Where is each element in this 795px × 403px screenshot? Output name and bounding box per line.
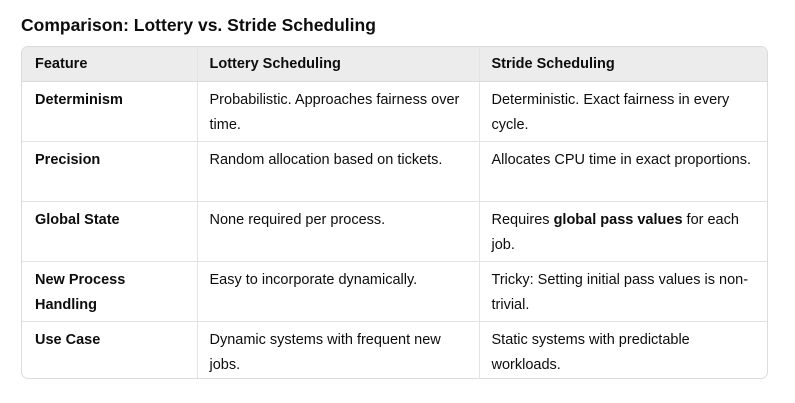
row-feature-cell: New Process Handling [22,261,197,322]
row-stride-cell: Deterministic. Exact fairness in every c… [478,81,767,142]
row-stride-cell: Tricky: Setting initial pass values is n… [478,261,767,322]
stride-text-pre: Requires [491,211,554,228]
page-title: Comparison: Lottery vs. Stride Schedulin… [21,15,376,35]
row-lottery-cell: Probabilistic. Approaches fairness over … [196,81,479,142]
row-lottery-cell: Random allocation based on tickets. [196,141,479,202]
table-header-row: Feature Lottery Scheduling Stride Schedu… [22,47,767,82]
stride-text-bold: global pass values [553,211,683,228]
row-lottery-cell: None required per process. [196,201,479,262]
table-row: Precision Random allocation based on tic… [22,141,767,202]
stride-text-post: for each job. [491,211,739,253]
row-stride-cell: Static systems with predictable workload… [478,321,767,378]
table-row: New Process Handling Easy to incorporate… [22,261,767,322]
row-stride-cell: Allocates CPU time in exact proportions. [478,141,767,202]
comparison-table: Feature Lottery Scheduling Stride Schedu… [22,47,767,378]
column-header-stride: Stride Scheduling [478,47,767,82]
table-row: Use Case Dynamic systems with frequent n… [22,321,767,378]
column-header-lottery: Lottery Scheduling [196,47,479,82]
row-feature-cell: Use Case [35,331,101,348]
table-row: Determinism Probabilistic. Approaches fa… [22,81,767,142]
row-feature-cell: Determinism [22,81,197,142]
row-feature-cell: Global State [22,201,197,262]
row-stride-cell: Requires global pass values for each job… [478,201,767,262]
comparison-table-container: Feature Lottery Scheduling Stride Schedu… [21,46,768,379]
row-lottery-cell: Easy to incorporate dynamically. [196,261,479,322]
column-header-feature: Feature [22,47,197,82]
table-row: Global State None required per process. … [22,201,767,262]
row-feature-cell: Precision [22,141,197,202]
row-lottery-cell: Dynamic systems with frequent new jobs. [196,321,479,378]
